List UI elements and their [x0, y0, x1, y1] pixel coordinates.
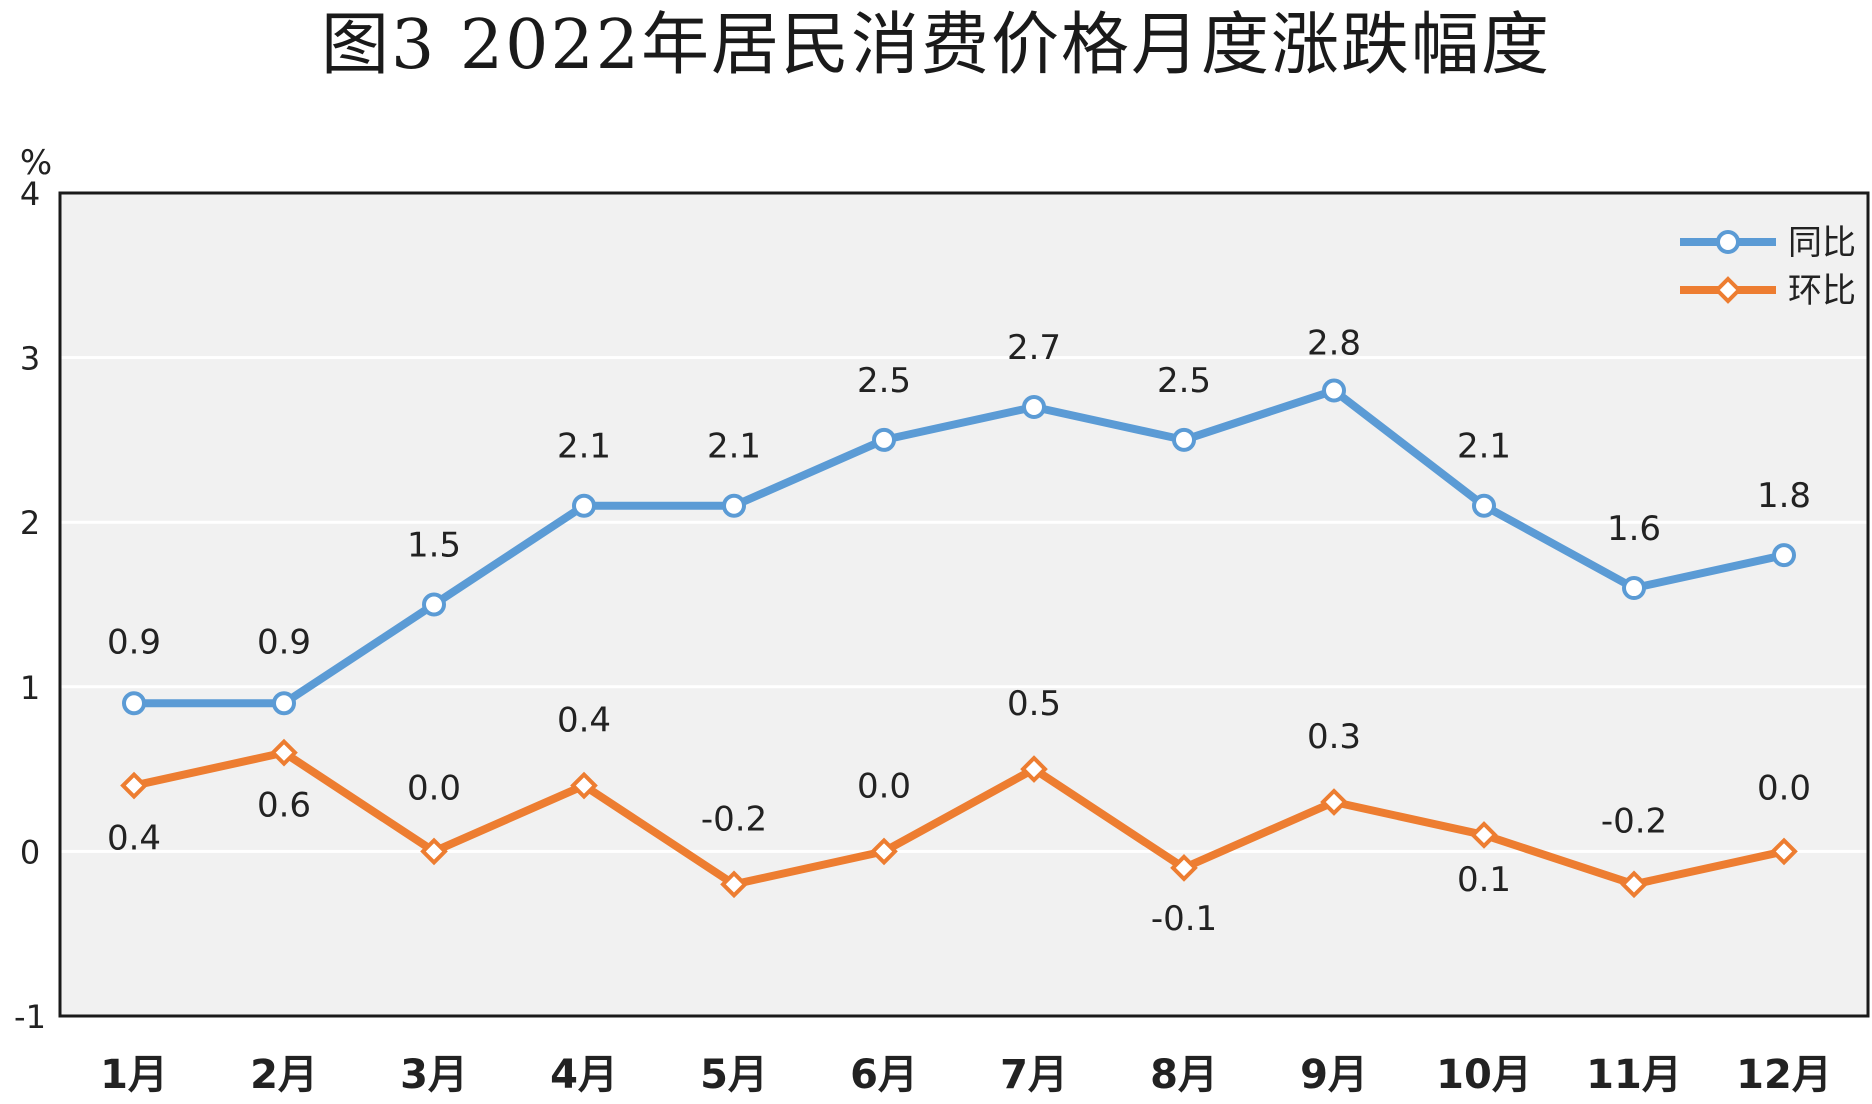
data-label-yoy: 1.5 — [407, 526, 461, 566]
data-label-yoy: 2.8 — [1307, 324, 1361, 364]
data-point-yoy — [1472, 493, 1496, 518]
data-point-yoy — [422, 592, 446, 617]
legend-marker — [1714, 276, 1742, 304]
data-label-mom: 0.6 — [257, 786, 311, 826]
y-tick-label: 1 — [20, 669, 40, 707]
data-label-yoy: 2.5 — [857, 361, 911, 401]
y-tick-label: 2 — [20, 504, 40, 542]
data-point-mom — [1470, 821, 1498, 849]
data-label-mom: -0.1 — [1151, 899, 1217, 939]
data-point-yoy — [122, 691, 146, 716]
x-tick-label: 8月 — [1150, 1052, 1218, 1098]
data-point-yoy — [1622, 576, 1646, 601]
data-point-yoy — [872, 427, 896, 452]
data-point-mom — [420, 837, 448, 866]
data-label-mom: -0.2 — [1601, 801, 1667, 841]
y-tick-label: -1 — [14, 998, 46, 1036]
data-point-mom — [1020, 755, 1048, 783]
data-point-mom — [1170, 854, 1198, 882]
x-tick-label: 12月 — [1736, 1052, 1832, 1098]
data-label-yoy: 2.5 — [1157, 361, 1211, 401]
x-tick-label: 6月 — [850, 1052, 918, 1098]
data-point-yoy — [272, 691, 296, 716]
data-label-mom: 0.0 — [1757, 768, 1811, 808]
x-tick-label: 9月 — [1300, 1052, 1368, 1098]
data-label-mom: -0.2 — [701, 799, 767, 839]
data-label-mom: 0.4 — [107, 819, 161, 859]
data-point-mom — [1620, 870, 1648, 899]
data-label-yoy: 2.1 — [1457, 427, 1511, 467]
data-point-mom — [270, 738, 298, 767]
data-point-yoy — [1322, 378, 1346, 403]
data-label-yoy: 0.9 — [107, 622, 161, 662]
x-tick-label: 10月 — [1436, 1052, 1532, 1098]
data-label-mom: 0.3 — [1307, 717, 1361, 757]
data-point-mom — [1320, 788, 1348, 816]
data-label-yoy: 2.1 — [707, 427, 761, 467]
x-tick-label: 5月 — [700, 1052, 768, 1098]
x-tick-label: 3月 — [400, 1052, 468, 1098]
x-tick-label: 7月 — [1000, 1052, 1068, 1098]
x-tick-label: 4月 — [550, 1052, 618, 1098]
data-point-mom — [870, 837, 898, 866]
data-point-mom — [720, 870, 748, 899]
data-point-mom — [570, 771, 598, 800]
data-point-yoy — [1172, 427, 1196, 452]
chart-title: 图3 2022年居民消费价格月度涨跌幅度 — [321, 6, 1551, 85]
data-label-yoy: 2.1 — [557, 427, 611, 467]
data-label-mom: 0.0 — [857, 766, 911, 806]
plot-area — [60, 193, 1868, 1016]
data-label-yoy: 1.8 — [1757, 476, 1811, 516]
data-point-yoy — [722, 493, 746, 518]
legend-label: 环比 — [1788, 271, 1856, 311]
data-label-yoy: 0.9 — [257, 622, 311, 662]
y-tick-label: 0 — [20, 833, 40, 871]
y-tick-label: 4 — [20, 175, 40, 213]
legend-marker — [1716, 230, 1740, 254]
data-point-mom — [1770, 837, 1798, 866]
series-line-yoy — [130, 386, 1788, 708]
series-line-mom — [130, 748, 1788, 889]
data-point-yoy — [572, 493, 596, 518]
data-label-mom: 0.5 — [1007, 684, 1061, 724]
data-label-mom: 0.1 — [1457, 860, 1511, 900]
legend-label: 同比 — [1788, 223, 1856, 263]
data-point-yoy — [1022, 394, 1046, 419]
data-point-mom — [120, 771, 148, 800]
data-point-yoy — [1772, 543, 1796, 568]
y-axis-unit: % — [20, 143, 52, 183]
data-label-mom: 0.0 — [407, 768, 461, 808]
data-label-yoy: 1.6 — [1607, 509, 1661, 549]
x-tick-label: 2月 — [250, 1052, 318, 1098]
y-tick-label: 3 — [20, 340, 40, 378]
plot-frame — [58, 191, 1870, 1018]
x-tick-label: 1月 — [100, 1052, 168, 1098]
x-tick-label: 11月 — [1586, 1052, 1682, 1098]
data-label-yoy: 2.7 — [1007, 328, 1061, 368]
data-label-mom: 0.4 — [557, 701, 611, 741]
